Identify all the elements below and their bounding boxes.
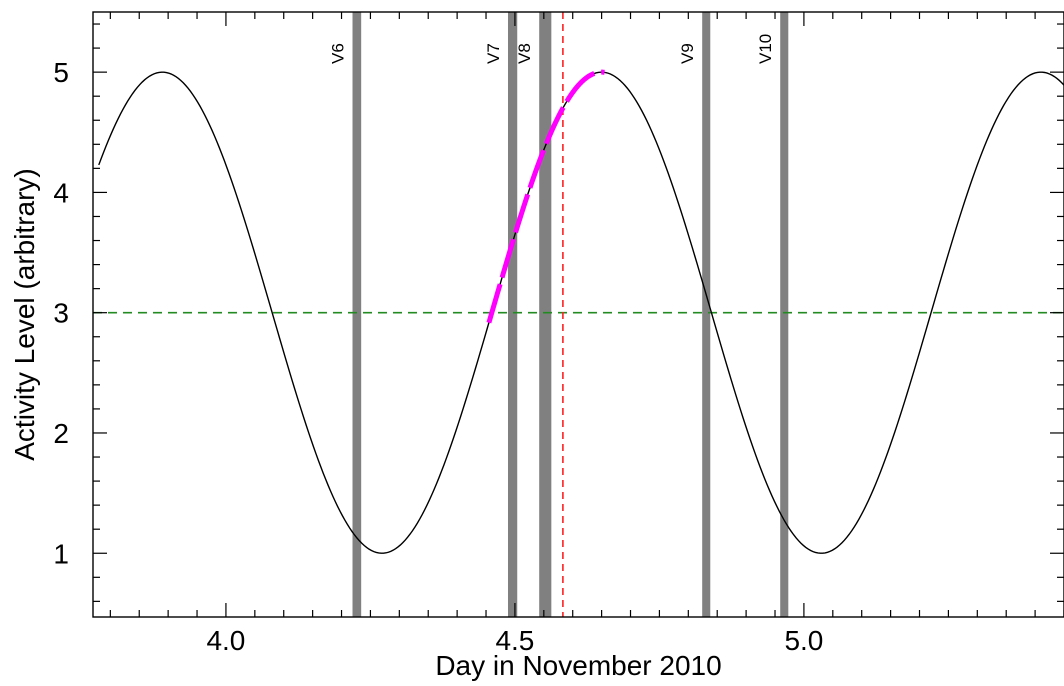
y-tick-label: 1 bbox=[53, 538, 69, 569]
curve-layer bbox=[98, 69, 1064, 554]
y-tick-label: 5 bbox=[53, 57, 69, 88]
x-tick-label: 4.5 bbox=[495, 625, 534, 656]
band-v9 bbox=[702, 12, 711, 617]
axis-labels: Day in November 2010 Activity Level (arb… bbox=[9, 168, 722, 681]
band-label-v9: V9 bbox=[678, 43, 697, 64]
y-tick-label: 2 bbox=[53, 418, 69, 449]
band-v10 bbox=[780, 12, 789, 617]
band-label-v7: V7 bbox=[484, 43, 503, 64]
reference-lines bbox=[93, 12, 1064, 617]
plot-frame-border bbox=[92, 11, 1064, 618]
highlight-segment bbox=[486, 69, 605, 324]
y-tick-label: 4 bbox=[53, 177, 69, 208]
band-v6 bbox=[352, 12, 362, 617]
x-tick-label: 4.0 bbox=[206, 625, 245, 656]
band-v8 bbox=[539, 12, 552, 617]
band-v7 bbox=[507, 12, 518, 617]
band-label-v6: V6 bbox=[329, 43, 348, 64]
y-axis-title: Activity Level (arbitrary) bbox=[9, 168, 40, 461]
band-label-v8: V8 bbox=[515, 43, 534, 64]
x-tick-label: 5.0 bbox=[784, 625, 823, 656]
observation-bands: V6 V7 V8 V9 V10 bbox=[329, 12, 789, 617]
x-axis-title: Day in November 2010 bbox=[435, 650, 721, 681]
y-tick-label: 3 bbox=[53, 298, 69, 329]
band-label-v10: V10 bbox=[756, 34, 775, 64]
plot-frame bbox=[92, 11, 1064, 618]
axis-ticks: 4.0 4.5 5.0 1 2 3 4 5 bbox=[53, 12, 1064, 656]
